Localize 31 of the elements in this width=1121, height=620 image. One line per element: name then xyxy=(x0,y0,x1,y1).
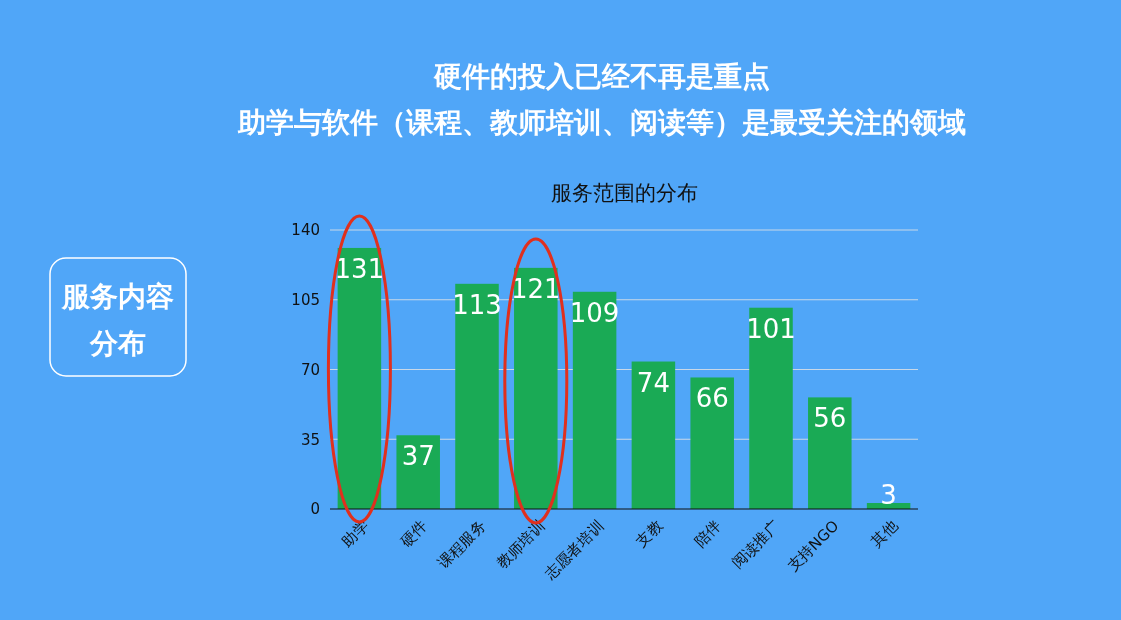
bar xyxy=(455,283,499,509)
chart-subtitle: 助学与软件（课程、教师培训、阅读等）是最受关注的领域 xyxy=(237,106,966,139)
x-tick-label: 阅读推广 xyxy=(728,516,784,572)
y-tick-label: 35 xyxy=(300,430,320,449)
y-tick-label: 140 xyxy=(291,221,320,240)
text: 服务内容 xyxy=(61,280,174,313)
y-tick-label: 70 xyxy=(300,360,320,379)
text: 服务范围的分布 xyxy=(550,181,698,205)
y-tick-label: 0 xyxy=(310,500,320,519)
bar xyxy=(808,397,852,509)
y-tick-label: 105 xyxy=(291,291,320,309)
chart-title: 硬件的投入已经不再是重点 xyxy=(433,60,770,93)
text: 分布 xyxy=(89,327,146,360)
x-tick-label: 硬件 xyxy=(396,516,431,551)
x-tick-label: 陪伴 xyxy=(690,516,725,551)
data-label: 3 xyxy=(880,480,897,510)
x-tick-label: 支教 xyxy=(632,516,666,551)
data-label: 74 xyxy=(636,367,670,398)
data-label: 131 xyxy=(334,253,385,284)
bar xyxy=(396,435,440,509)
x-tick-label: 其他 xyxy=(867,516,902,551)
data-label: 121 xyxy=(510,273,561,304)
data-label: 37 xyxy=(401,441,435,472)
bar xyxy=(690,377,734,509)
data-label: 56 xyxy=(813,403,847,434)
bar xyxy=(337,247,382,509)
bar xyxy=(631,361,676,509)
bar xyxy=(572,291,617,509)
x-tick-label: 课程服务 xyxy=(434,516,490,572)
bar xyxy=(514,267,558,509)
data-label: 66 xyxy=(695,383,729,414)
